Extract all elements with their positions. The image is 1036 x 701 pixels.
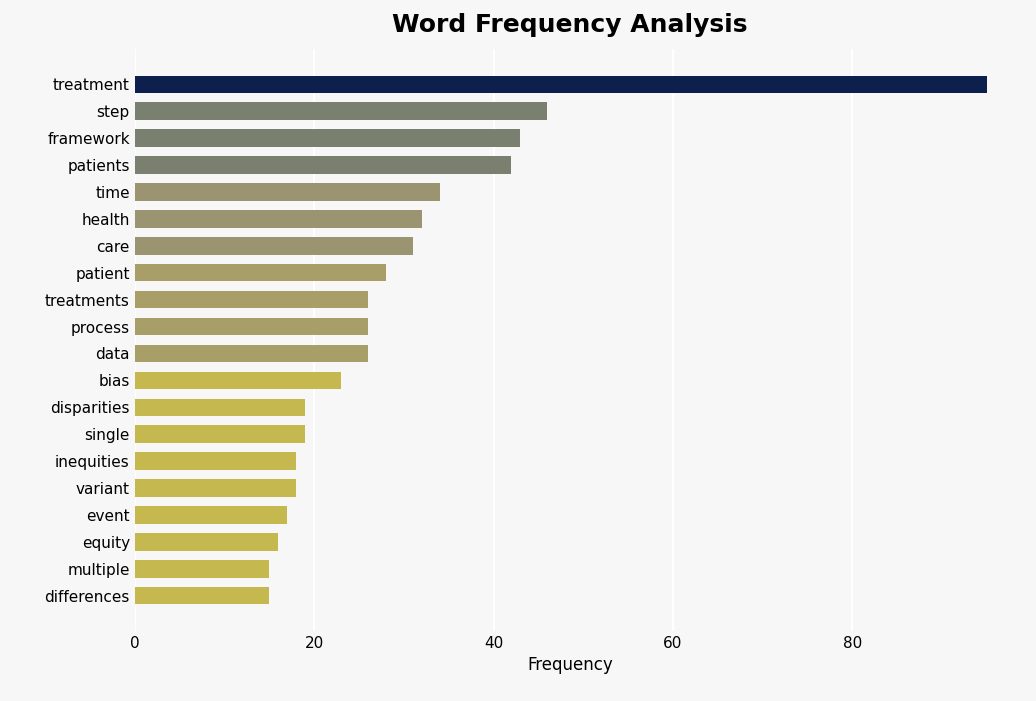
Bar [135, 130, 520, 147]
Title: Word Frequency Analysis: Word Frequency Analysis [392, 13, 748, 37]
Bar [135, 452, 296, 470]
Bar [135, 76, 987, 93]
X-axis label: Frequency: Frequency [527, 656, 612, 674]
Bar [135, 533, 279, 550]
Bar [135, 399, 306, 416]
Bar [135, 291, 368, 308]
Bar [135, 210, 422, 228]
Bar [135, 426, 306, 443]
Bar [135, 345, 368, 362]
Bar [135, 587, 269, 604]
Bar [135, 237, 412, 254]
Bar [135, 560, 269, 578]
Bar [135, 506, 287, 524]
Bar [135, 372, 341, 389]
Bar [135, 318, 368, 335]
Bar [135, 479, 296, 497]
Bar [135, 156, 512, 174]
Bar [135, 264, 385, 281]
Bar [135, 183, 439, 200]
Bar [135, 102, 547, 120]
